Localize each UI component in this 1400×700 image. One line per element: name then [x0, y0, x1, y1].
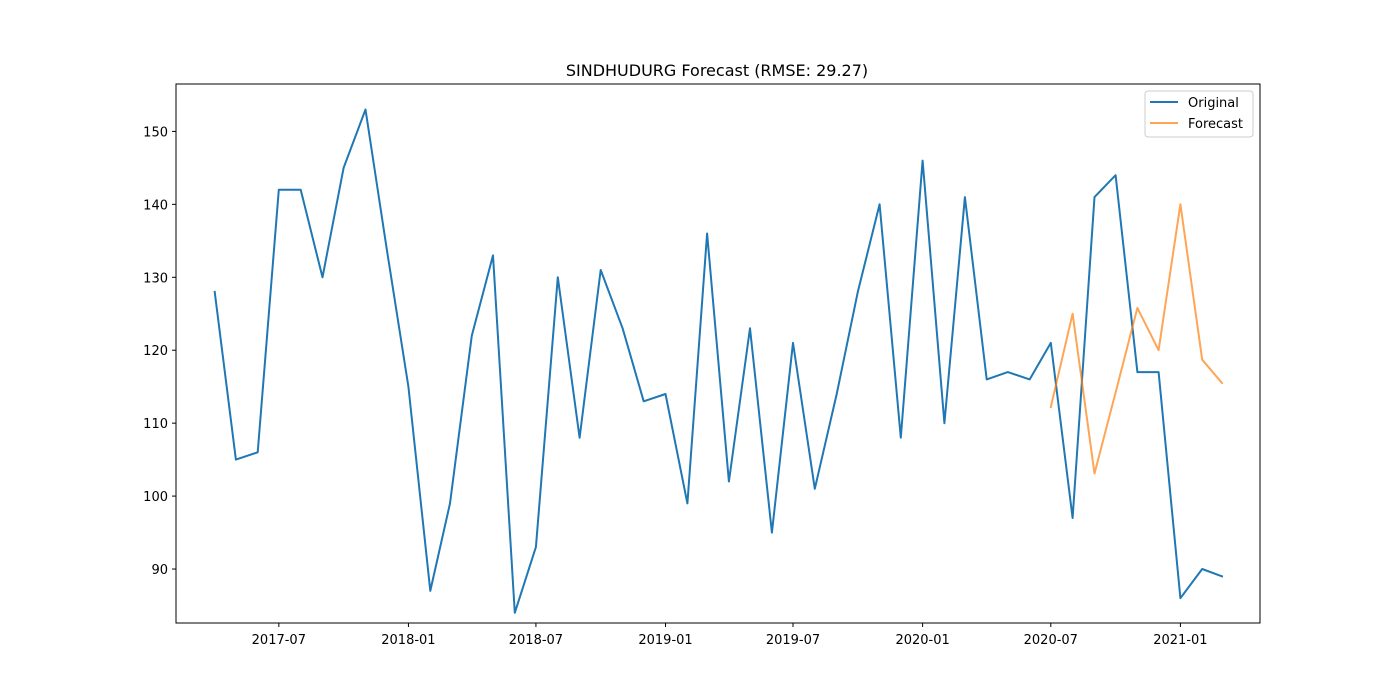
y-tick-label-4: 130: [143, 271, 168, 286]
x-axis: 2017-07 2018-01 2018-07 2019-01 2019-07 2020-…: [252, 623, 1208, 648]
x-tick-label-2: 2018-07: [509, 633, 563, 648]
chart-title: SINDHUDURG Forecast (RMSE: 29.27): [566, 61, 868, 80]
y-tick-label-5: 140: [143, 198, 168, 213]
x-tick-label-6: 2020-07: [1024, 633, 1078, 648]
x-tick-label-3: 2019-01: [638, 633, 692, 648]
legend-label-original: Original: [1188, 96, 1239, 111]
series-line-forecast: [1049, 203, 1224, 475]
legend-label-forecast: Forecast: [1188, 117, 1243, 132]
y-tick-label-6: 150: [143, 125, 168, 140]
y-tick-label-2: 110: [143, 417, 168, 432]
x-tick-label-7: 2021-01: [1153, 633, 1207, 648]
plot-frame: [175, 83, 1261, 624]
series-layer: [213, 108, 1224, 614]
series-line-original: [213, 108, 1224, 614]
y-axis: 90 100 110 120 130 140 150: [143, 125, 176, 578]
y-tick-label-0: 90: [151, 563, 168, 578]
y-tick-label-3: 120: [143, 344, 168, 359]
legend: Original Forecast: [1144, 90, 1254, 138]
y-tick-label-1: 100: [143, 490, 168, 505]
x-tick-label-1: 2018-01: [381, 633, 435, 648]
x-tick-label-4: 2019-07: [766, 633, 820, 648]
x-tick-label-0: 2017-07: [252, 633, 306, 648]
x-tick-label-5: 2020-01: [895, 633, 949, 648]
